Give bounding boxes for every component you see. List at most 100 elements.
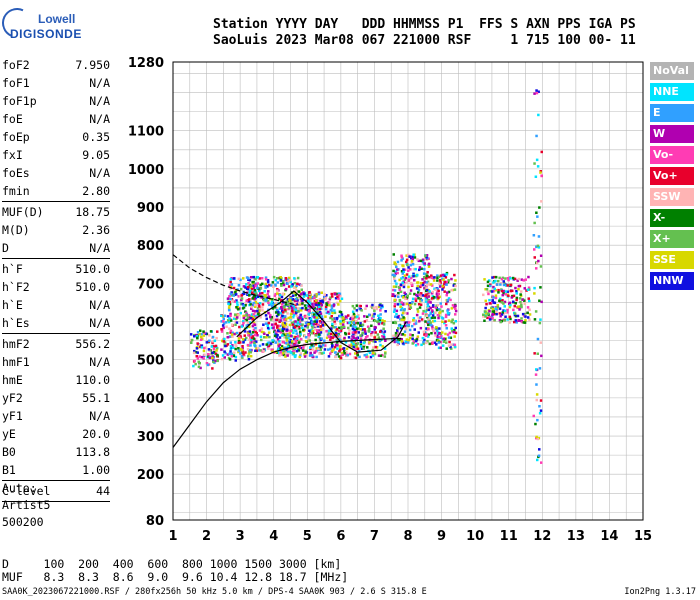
echo-point <box>247 298 251 301</box>
echo-point <box>298 346 302 349</box>
echo-point <box>424 297 428 300</box>
param-value: N/A <box>89 316 110 330</box>
echo-point <box>406 341 410 344</box>
echo-point <box>295 332 298 335</box>
echo-point <box>242 338 245 341</box>
echo-point <box>281 351 285 355</box>
echo-point <box>421 278 424 281</box>
param-name: foF1p <box>2 94 37 108</box>
echo-point <box>413 292 416 296</box>
echo-point <box>251 309 255 313</box>
echo-point <box>295 311 298 314</box>
param-name: h`F <box>2 262 23 276</box>
echo-point <box>243 320 247 323</box>
echo-point <box>317 325 320 328</box>
echo-point <box>417 331 420 334</box>
echo-point <box>311 302 314 306</box>
echo-point <box>394 315 397 318</box>
param-row: h`Es N/A <box>2 314 110 332</box>
echo-point <box>307 313 310 316</box>
echo-point <box>329 347 332 351</box>
echo-point <box>229 278 233 281</box>
echo-point <box>371 303 374 307</box>
echo-point <box>260 327 264 330</box>
echo-point <box>535 398 538 402</box>
echo-point <box>330 310 334 313</box>
echo-point <box>252 301 256 305</box>
echo-point <box>412 272 415 276</box>
echo-point <box>210 345 214 348</box>
echo-point <box>501 311 504 314</box>
echo-point <box>292 337 296 341</box>
echo-point <box>222 320 225 323</box>
echo-point <box>248 330 252 333</box>
echo-point <box>266 326 270 330</box>
echo-point <box>364 332 367 335</box>
echo-point <box>297 341 301 344</box>
echo-point <box>335 334 338 337</box>
echo-point <box>502 302 505 305</box>
echo-point <box>250 305 254 309</box>
echo-point <box>338 335 342 338</box>
echo-point <box>247 358 251 361</box>
echo-point <box>315 320 318 323</box>
echo-point <box>297 318 300 322</box>
echo-point <box>267 347 270 350</box>
echo-point <box>428 323 432 327</box>
echo-point <box>231 331 234 334</box>
echo-point <box>286 282 289 285</box>
echo-point <box>425 256 428 259</box>
echo-point <box>534 422 537 426</box>
echo-point <box>353 356 356 359</box>
echo-point <box>231 299 234 303</box>
echo-point <box>490 290 494 293</box>
echo-point <box>394 334 397 337</box>
echo-point <box>500 277 504 281</box>
echo-point <box>318 311 322 314</box>
echo-point <box>403 324 407 328</box>
echo-point <box>239 311 242 315</box>
echo-point <box>330 315 333 318</box>
echo-point <box>263 294 266 297</box>
echo-point <box>336 352 339 356</box>
echo-point <box>403 268 407 271</box>
echo-point <box>251 340 255 344</box>
echo-point <box>318 352 321 355</box>
echo-point <box>279 276 282 279</box>
echo-point <box>259 316 262 319</box>
echo-point <box>233 351 236 354</box>
echo-point <box>278 336 282 339</box>
echo-point <box>351 310 355 313</box>
echo-point <box>519 293 522 296</box>
echo-point <box>538 412 542 415</box>
echo-point <box>494 306 497 309</box>
echo-point <box>261 306 264 309</box>
echo-point <box>514 319 517 322</box>
echo-point <box>419 295 422 298</box>
echo-point <box>421 312 425 315</box>
echo-point <box>429 321 432 324</box>
echo-point <box>400 277 403 280</box>
echo-point <box>417 303 421 306</box>
echo-point <box>251 280 254 284</box>
param-value: N/A <box>89 76 110 90</box>
echo-point <box>533 221 536 225</box>
echo-point <box>282 301 285 304</box>
echo-point <box>513 313 517 317</box>
echo-point <box>539 399 543 402</box>
echo-point <box>235 345 238 348</box>
x-tick-label: 5 <box>303 529 312 544</box>
echo-point <box>243 330 247 333</box>
echo-point <box>491 299 494 302</box>
echo-point <box>393 305 396 308</box>
echo-point <box>246 287 250 291</box>
echo-point <box>427 306 430 310</box>
echo-point <box>261 309 264 312</box>
echo-point <box>366 325 370 328</box>
echo-point <box>496 304 499 307</box>
echo-point <box>498 312 502 315</box>
echo-point <box>292 352 295 355</box>
echo-point <box>484 288 487 291</box>
echo-point <box>400 270 404 273</box>
echo-point <box>214 352 218 356</box>
